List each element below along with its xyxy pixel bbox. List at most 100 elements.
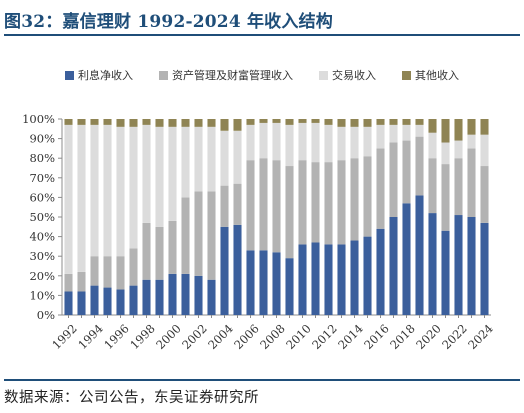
bar-segment	[467, 148, 476, 217]
bar-segment	[168, 119, 177, 127]
chart-legend: 利息净收入 资产管理及财富管理收入 交易收入 其他收入	[0, 66, 524, 84]
bar-segment	[428, 132, 437, 159]
data-source: 数据来源：公司公告，东吴证券研究所	[4, 389, 259, 406]
bar-segment	[389, 124, 398, 143]
legend-item: 其他收入	[402, 67, 459, 83]
x-tick-label: 2012	[309, 321, 340, 352]
bar-segment	[376, 228, 385, 315]
bar-segment	[142, 119, 151, 125]
bar-segment	[194, 126, 203, 192]
bar-segment	[428, 158, 437, 214]
legend-label: 其他收入	[415, 69, 459, 82]
bar-segment	[181, 273, 190, 315]
bar-segment	[298, 122, 307, 161]
bar-segment	[155, 226, 164, 280]
bar-segment	[389, 142, 398, 217]
bar-segment	[220, 119, 229, 131]
x-tick-label: 2010	[283, 321, 314, 352]
legend-swatch	[402, 70, 411, 80]
bar-segment	[298, 160, 307, 245]
bar-segment	[90, 256, 99, 286]
bar-segment	[220, 185, 229, 227]
bar-segment	[142, 124, 151, 223]
bar-segment	[181, 126, 190, 198]
legend-label: 交易收入	[332, 69, 376, 82]
bar-segment	[350, 240, 359, 315]
x-tick-label: 1994	[75, 321, 106, 352]
bar-segment	[168, 126, 177, 221]
bar-segment	[454, 140, 463, 159]
bar-segment	[64, 119, 73, 125]
legend-swatch	[65, 70, 74, 80]
bar-segment	[337, 244, 346, 315]
bar-segment	[324, 124, 333, 163]
legend-label: 利息净收入	[78, 69, 133, 82]
bar-segment	[376, 124, 385, 149]
bar-segment	[272, 119, 281, 123]
bar-segment	[116, 256, 125, 290]
bar-segment	[90, 285, 99, 315]
bar-segment	[90, 119, 99, 125]
bar-segment	[220, 226, 229, 315]
bar-segment	[285, 258, 294, 315]
bar-segment	[246, 250, 255, 315]
bar-segment	[272, 122, 281, 161]
y-tick-label: 50%	[29, 210, 55, 224]
legend-label: 资产管理及财富管理收入	[172, 69, 293, 82]
x-tick-label: 2000	[153, 321, 184, 352]
bar-segment	[272, 160, 281, 253]
bar-segment	[155, 279, 164, 315]
bar-segment	[350, 158, 359, 241]
bar-segment	[415, 195, 424, 315]
bar-segment	[467, 217, 476, 315]
bar-segment	[103, 256, 112, 288]
bar-segment	[311, 122, 320, 163]
bar-segment	[389, 217, 398, 315]
bar-segment	[233, 224, 242, 315]
x-tick-label: 2018	[387, 321, 418, 352]
bar-segment	[181, 197, 190, 274]
bar-segment	[415, 119, 424, 125]
bar-segment	[233, 119, 242, 131]
bar-segment	[259, 158, 268, 251]
bar-segment	[116, 119, 125, 127]
x-tick-label: 2020	[413, 321, 444, 352]
bar-segment	[246, 124, 255, 161]
y-tick-label: 60%	[29, 190, 55, 204]
bar-segment	[103, 124, 112, 257]
x-tick-label: 1998	[127, 321, 158, 352]
bar-segment	[116, 289, 125, 315]
bar-segment	[181, 119, 190, 127]
bar-segment	[402, 203, 411, 315]
legend-item: 资产管理及财富管理收入	[159, 67, 293, 83]
bar-segment	[207, 279, 216, 315]
bar-segment	[155, 126, 164, 227]
y-tick-label: 20%	[29, 269, 55, 283]
bar-segment	[142, 222, 151, 280]
bar-segment	[402, 124, 411, 141]
bar-segment	[259, 250, 268, 315]
bar-segment	[259, 122, 268, 159]
bar-segment	[246, 119, 255, 125]
y-tick-label: 0%	[37, 308, 55, 322]
x-tick-label: 1996	[101, 321, 132, 352]
bar-segment	[480, 166, 489, 223]
bar-segment	[363, 119, 372, 127]
bar-segment	[298, 119, 307, 123]
bar-segment	[324, 162, 333, 245]
y-tick-label: 30%	[29, 249, 55, 263]
bar-segment	[480, 119, 489, 135]
bar-segment	[64, 291, 73, 315]
figure-title-bar: 图32：嘉信理财 1992-2024 年收入结构	[4, 4, 520, 36]
bar-segment	[77, 291, 86, 315]
bar-segment	[454, 158, 463, 216]
bar-segment	[441, 142, 450, 165]
bar-segment	[376, 148, 385, 229]
bar-segment	[389, 119, 398, 125]
bar-segment	[220, 130, 229, 186]
bar-segment	[233, 183, 242, 225]
bar-segment	[168, 273, 177, 315]
bar-segment	[77, 119, 86, 125]
figure-title: 图32：嘉信理财 1992-2024 年收入结构	[4, 11, 333, 32]
legend-item: 利息净收入	[65, 67, 133, 83]
